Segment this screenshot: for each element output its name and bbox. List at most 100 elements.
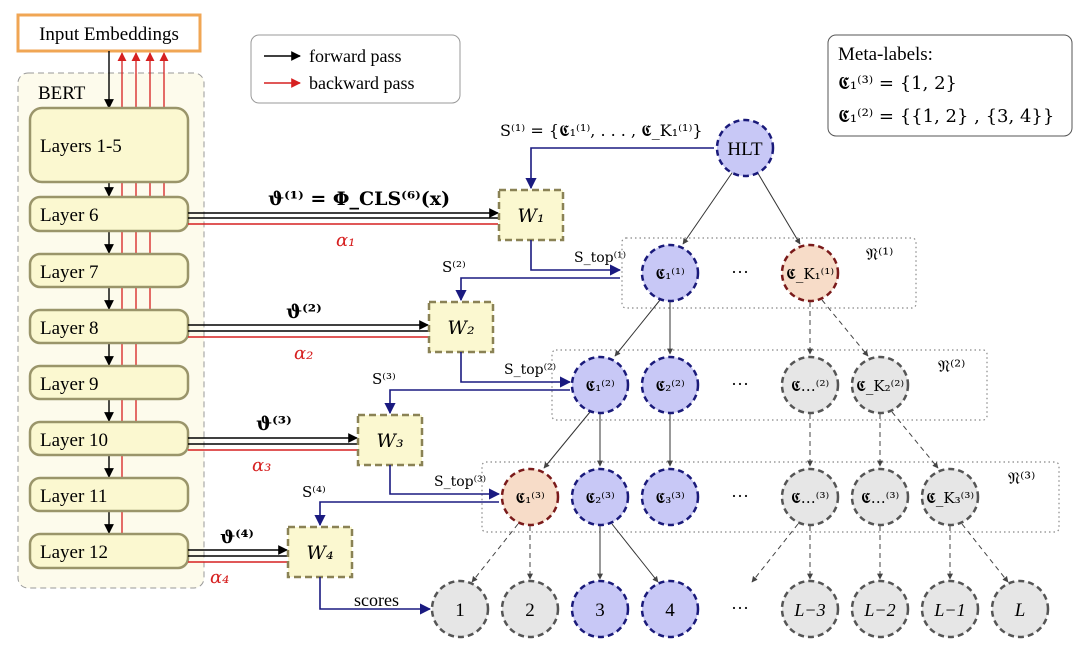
- s2-label: S⁽²⁾: [442, 258, 466, 276]
- leaf-node-1: [430, 579, 490, 639]
- layer-box-1-5: [28, 106, 190, 184]
- w3-box: [356, 413, 424, 467]
- leaf-node-l: [990, 579, 1050, 639]
- alpha-label-4: α₄: [210, 567, 229, 588]
- level2-ellipsis: ···: [731, 374, 749, 394]
- level1-label-k: 𝕮_K₁⁽¹⁾: [786, 265, 834, 283]
- level3-node-dots-a: [780, 467, 840, 527]
- level3-node-k: [920, 467, 980, 527]
- region-2: [551, 349, 988, 421]
- region-label-2: 𝔑⁽²⁾: [938, 357, 965, 377]
- embedding-label-1: ϑ⁽¹⁾ = Φ_CLS⁽⁶⁾(x): [268, 188, 450, 210]
- leaf-node-2: [500, 579, 560, 639]
- w2-label: W₂: [447, 317, 474, 339]
- layer-box-6: [28, 195, 190, 233]
- bert-layers: Layers 1-5 Layer 6 Layer 7 Layer 8 Layer…: [28, 106, 190, 570]
- input-embeddings-label: Input Embeddings: [39, 24, 179, 45]
- leaf-node-4: [640, 579, 700, 639]
- s-top-3-label: S_top⁽³⁾: [434, 474, 486, 490]
- layer-box-8: [28, 308, 190, 345]
- w1-label: W₁: [517, 205, 544, 227]
- meta-labels-title: Meta-labels:: [838, 44, 933, 65]
- leaf-node-l1: [920, 579, 980, 639]
- level1-ellipsis: ···: [731, 262, 749, 282]
- alpha-label-1: α₁: [336, 230, 355, 251]
- embedding-label-3: ϑ⁽³⁾: [256, 413, 292, 435]
- layer-label-6: Layer 6: [40, 205, 99, 226]
- level3-node-dots-b: [850, 467, 910, 527]
- leaf-label-1: 1: [455, 600, 465, 621]
- meta-labels-line1: 𝕮₁⁽³⁾ = {1, 2}: [838, 73, 957, 94]
- level3-label-dots-b: 𝕮…⁽³⁾: [861, 489, 899, 507]
- embedding-label-2: ϑ⁽²⁾: [286, 301, 322, 323]
- level3-node-3: [640, 467, 700, 527]
- layer-label-10: Layer 10: [40, 430, 108, 451]
- level1-label-1: 𝕮₁⁽¹⁾: [655, 265, 684, 283]
- leaf-ellipsis: ···: [731, 598, 749, 618]
- meta-labels-frame: [827, 34, 1073, 137]
- leaf-label-l3: L−3: [793, 600, 825, 620]
- s4-label: S⁽⁴⁾: [302, 483, 326, 501]
- tree-edges-dashed: [471, 299, 1009, 583]
- legend-backward-label: backward pass: [309, 73, 414, 93]
- hlt-label: HLT: [727, 139, 763, 160]
- layer-label-1-5: Layers 1-5: [40, 136, 122, 157]
- w4-label: W₄: [306, 542, 333, 564]
- level3-label-1: 𝕮₁⁽³⁾: [515, 489, 544, 507]
- level3-label-2: 𝕮₂⁽³⁾: [585, 489, 614, 507]
- leaf-label-l2: L−2: [863, 600, 895, 620]
- layer-box-9: [28, 364, 190, 401]
- leaf-label-3: 3: [595, 600, 605, 621]
- leaf-label-l1: L−1: [933, 600, 965, 620]
- s-top-1-label: S_top⁽¹⁾: [574, 250, 626, 266]
- s3-label: S⁽³⁾: [372, 370, 396, 388]
- w1-box: [497, 188, 565, 242]
- level2-label-2: 𝕮₂⁽²⁾: [655, 377, 684, 395]
- level2-node-1: [570, 355, 630, 415]
- navy-arrows: [314, 147, 714, 615]
- legend-box: [250, 34, 461, 104]
- tree-edges-solid: [543, 169, 801, 583]
- meta-labels-box: Meta-labels: 𝕮₁⁽³⁾ = {1, 2} 𝕮₁⁽²⁾ = {{1,…: [827, 34, 1073, 137]
- layer-box-7: [28, 252, 190, 289]
- alpha-label-2: α₂: [294, 343, 313, 364]
- leaf-node-3: [570, 579, 630, 639]
- level2-node-dots: [780, 355, 840, 415]
- level3-label-k: 𝕮_K₃⁽³⁾: [926, 489, 974, 507]
- layer-box-12: [28, 532, 190, 570]
- bert-label: BERT: [38, 83, 86, 104]
- layer-label-9: Layer 9: [40, 374, 99, 395]
- level1-node-k: [780, 243, 840, 303]
- w3-label: W₃: [376, 430, 403, 452]
- level3-node-2: [570, 467, 630, 527]
- region-3: [481, 461, 1060, 533]
- leaf-node-l2: [850, 579, 910, 639]
- embedding-label-4: ϑ⁽⁴⁾: [220, 527, 254, 548]
- layer-label-8: Layer 8: [40, 318, 99, 339]
- weight-boxes: W₁ W₂ W₃ W₄: [286, 188, 565, 579]
- layer-label-11: Layer 11: [40, 486, 107, 507]
- region-label-1: 𝔑⁽¹⁾: [866, 245, 893, 265]
- level3-ellipsis: ···: [731, 486, 749, 506]
- embedding-arrows: [188, 208, 499, 563]
- level3-node-1: [500, 467, 560, 527]
- level2-label-k: 𝕮_K₂⁽²⁾: [856, 377, 904, 395]
- alpha-label-3: α₃: [252, 455, 271, 476]
- hlt-node: [715, 118, 775, 178]
- legend: forward pass backward pass: [250, 34, 461, 104]
- layer-label-12: Layer 12: [40, 542, 108, 563]
- level2-label-dots: 𝕮…⁽²⁾: [791, 377, 829, 395]
- layer-box-11: [28, 476, 190, 513]
- legend-forward-label: forward pass: [309, 46, 401, 66]
- layer-label-7: Layer 7: [40, 262, 99, 283]
- regions: [481, 237, 1060, 533]
- scores-label: scores: [354, 590, 399, 610]
- level3-label-dots-a: 𝕮…⁽³⁾: [791, 489, 829, 507]
- level3-label-3: 𝕮₃⁽³⁾: [655, 489, 684, 507]
- s1-label: S⁽¹⁾ = {𝕮₁⁽¹⁾, . . . , 𝕮_K₁⁽¹⁾}: [500, 121, 703, 140]
- level2-label-1: 𝕮₁⁽²⁾: [585, 377, 614, 395]
- leaf-label-4: 4: [665, 600, 675, 621]
- input-embeddings-box: [16, 13, 202, 53]
- leaf-label-2: 2: [525, 600, 535, 621]
